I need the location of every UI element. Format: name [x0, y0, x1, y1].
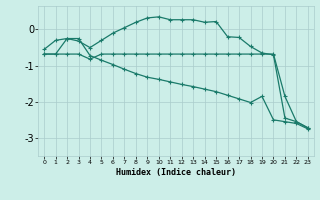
X-axis label: Humidex (Indice chaleur): Humidex (Indice chaleur) [116, 168, 236, 177]
